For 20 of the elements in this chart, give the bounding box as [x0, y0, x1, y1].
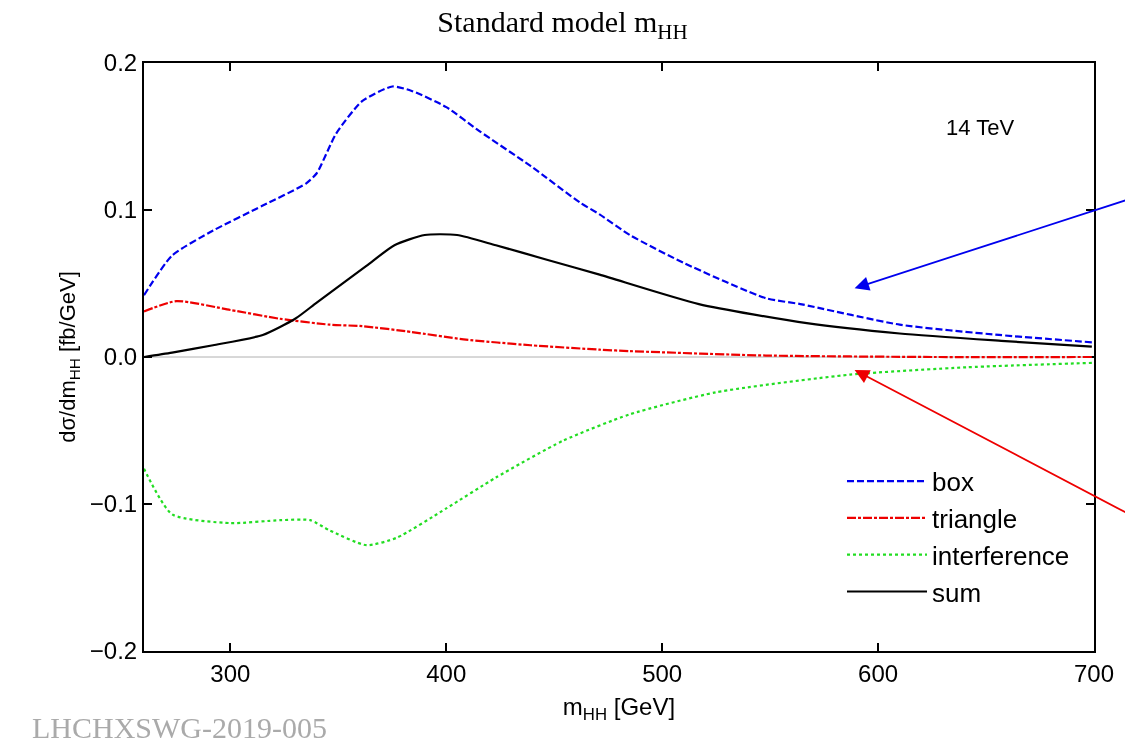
legend-label: sum — [932, 577, 982, 608]
x-tick-label: 500 — [642, 659, 683, 687]
line-series — [144, 361, 1093, 547]
legend-label: triangle — [932, 504, 1018, 535]
y-tick-label: 0.0 — [103, 343, 138, 371]
annotation: 14 TeV — [946, 115, 1015, 140]
chart-title: Standard model m$_{HH}$ — [437, 5, 688, 44]
legend-label: interference — [932, 540, 1070, 571]
line-series — [144, 85, 1093, 344]
x-axis-title: m$_{HH}$ [GeV] — [562, 692, 676, 724]
legend-label: box — [932, 467, 974, 498]
x-tick-label: 400 — [426, 659, 467, 687]
x-tick-label: 300 — [210, 659, 251, 687]
y-tick-label: 0.2 — [103, 49, 138, 77]
y-tick-label: −0.1 — [89, 490, 138, 518]
y-tick-label: −0.2 — [89, 637, 138, 665]
x-tick-label: 700 — [1073, 659, 1115, 687]
x-tick-label: 600 — [858, 659, 899, 687]
text: LHCHXSWG-2019-005 — [32, 711, 327, 744]
y-tick-label: 0.1 — [103, 196, 138, 224]
